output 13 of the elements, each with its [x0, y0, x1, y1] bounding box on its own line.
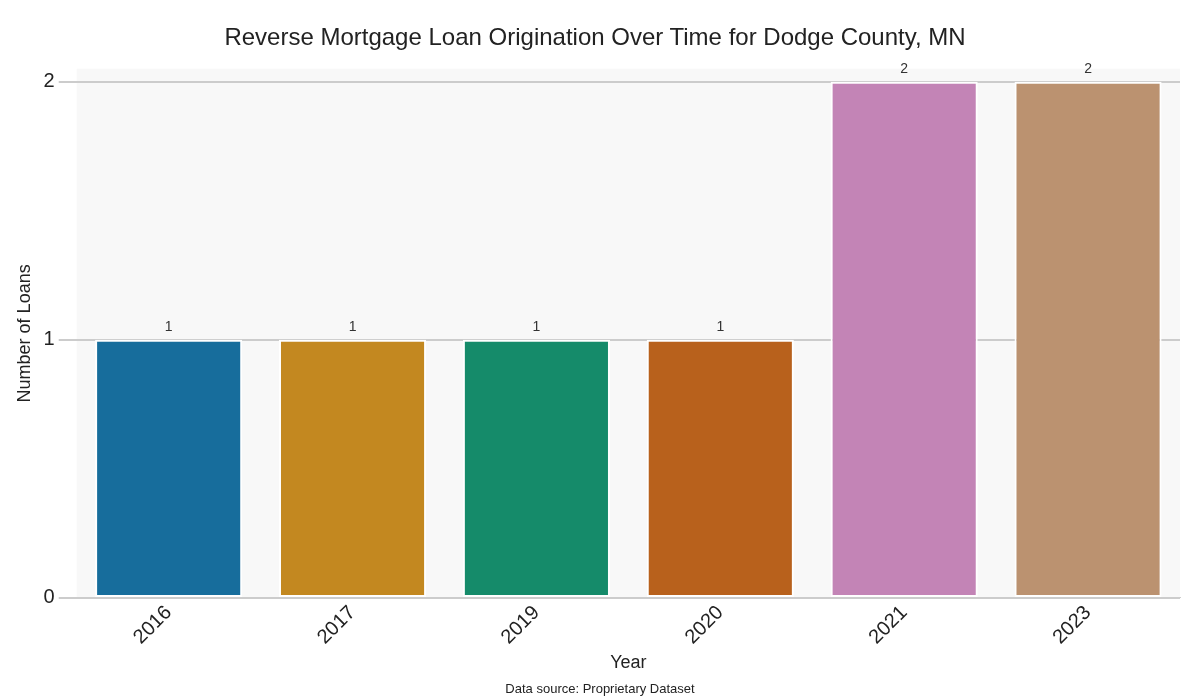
data-label: 1 — [164, 317, 173, 334]
source-note: Data source: Proprietary Dataset — [505, 681, 696, 697]
data-label: 1 — [716, 317, 725, 334]
data-label: 2 — [900, 59, 909, 76]
x-axis-title: Year — [610, 652, 647, 673]
data-label: 1 — [532, 317, 541, 334]
y-axis-title: Number of Loans — [13, 264, 34, 403]
y-tick-label: 1 — [43, 327, 55, 350]
y-tick-label: 2 — [43, 69, 55, 92]
y-tick-label: 0 — [43, 585, 55, 608]
data-label: 1 — [348, 317, 357, 334]
chart-title: Reverse Mortgage Loan Origination Over Time for Dodge County, MN — [224, 23, 966, 51]
data-label: 2 — [1084, 59, 1093, 76]
